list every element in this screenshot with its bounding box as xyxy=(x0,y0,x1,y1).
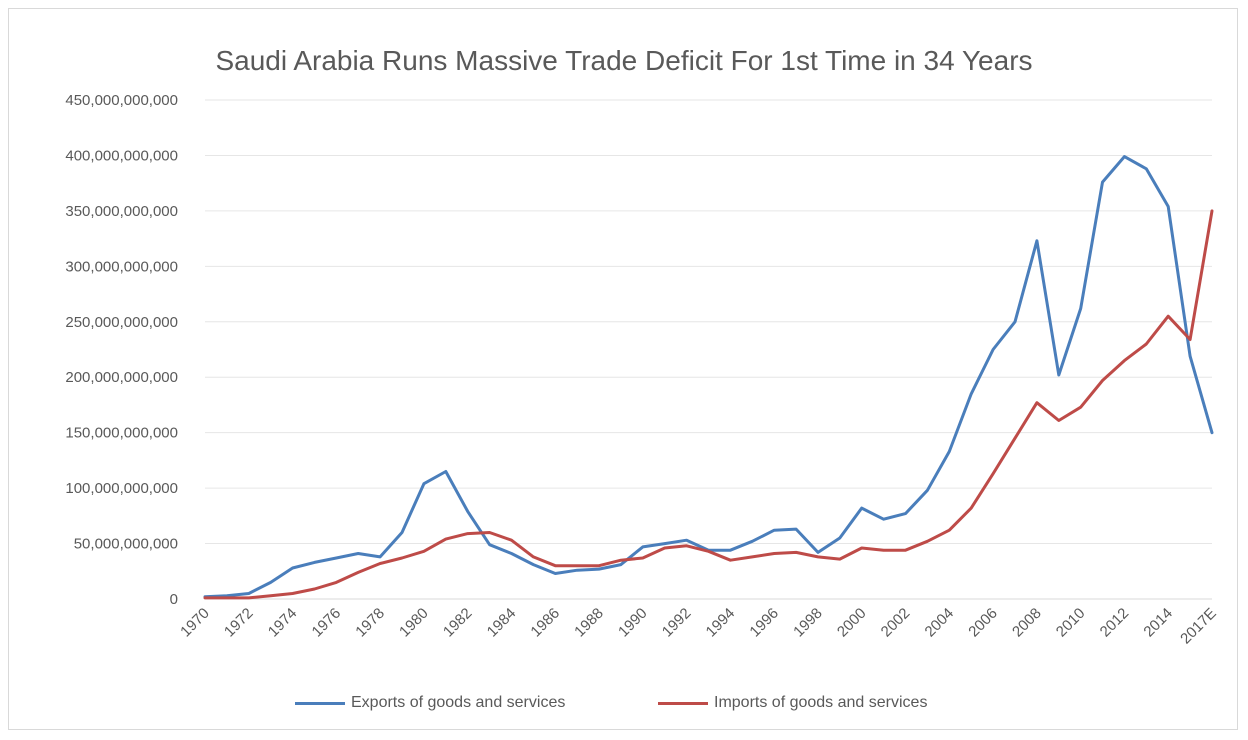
chart-title: Saudi Arabia Runs Massive Trade Deficit … xyxy=(215,45,1033,76)
y-tick-label: 300,000,000,000 xyxy=(65,258,178,275)
legend-label-exports: Exports of goods and services xyxy=(351,694,566,711)
x-tick-label: 2000 xyxy=(834,605,870,641)
x-tick-label: 1994 xyxy=(703,605,739,641)
y-tick-label: 200,000,000,000 xyxy=(65,369,178,386)
x-tick-label: 2002 xyxy=(878,605,914,641)
x-tick-label: 1986 xyxy=(527,605,563,641)
x-tick-label: 2008 xyxy=(1009,605,1045,641)
x-tick-label: 2004 xyxy=(922,605,958,641)
y-tick-label: 450,000,000,000 xyxy=(65,92,178,109)
y-tick-label: 50,000,000,000 xyxy=(74,536,178,553)
x-tick-label: 2010 xyxy=(1053,605,1089,641)
x-tick-label: 2012 xyxy=(1097,605,1133,641)
chart-frame xyxy=(8,8,1238,730)
series-lines xyxy=(203,155,1214,600)
legend-item-exports: Exports of goods and services xyxy=(295,694,565,712)
legend-line-exports xyxy=(295,701,345,705)
series-line-exports xyxy=(203,155,1214,599)
x-tick-label: 1990 xyxy=(615,605,651,641)
x-tick-label: 1976 xyxy=(309,605,345,641)
y-tick-label: 250,000,000,000 xyxy=(65,314,178,331)
x-tick-label: 1970 xyxy=(177,605,213,641)
legend-label-imports: Imports of goods and services xyxy=(714,694,928,711)
x-tick-label: 1980 xyxy=(396,605,432,641)
y-tick-label: 350,000,000,000 xyxy=(65,203,178,220)
x-tick-label: 1988 xyxy=(571,605,607,641)
x-tick-label: 1996 xyxy=(746,605,782,641)
y-axis-tick-labels: 0 50,000,000,000 100,000,000,000 150,000,00… xyxy=(65,92,178,608)
x-tick-label: 1978 xyxy=(352,605,388,641)
y-tick-label: 100,000,000,000 xyxy=(65,480,178,497)
x-tick-label: 2006 xyxy=(965,605,1001,641)
x-tick-label: 1992 xyxy=(659,605,695,641)
x-tick-label: 1984 xyxy=(484,605,520,641)
y-tick-label: 0 xyxy=(170,591,178,608)
y-tick-label: 400,000,000,000 xyxy=(65,147,178,164)
x-tick-label: 1998 xyxy=(790,605,826,641)
legend-line-imports xyxy=(658,701,708,705)
x-tick-label: 1974 xyxy=(265,605,301,641)
series-line-imports xyxy=(203,209,1214,600)
y-tick-label: 150,000,000,000 xyxy=(65,425,178,442)
x-tick-label: 1972 xyxy=(221,605,257,641)
x-axis-tick-labels: 1970 1972 1974 1976 1978 1980 1982 1984 1986 1988… xyxy=(177,605,1220,648)
legend-item-imports: Imports of goods and services xyxy=(658,694,927,712)
x-tick-label: 1982 xyxy=(440,605,476,641)
x-tick-label: 2017E xyxy=(1177,605,1220,648)
x-tick-label: 2014 xyxy=(1140,605,1176,641)
gridlines xyxy=(205,99,1212,600)
